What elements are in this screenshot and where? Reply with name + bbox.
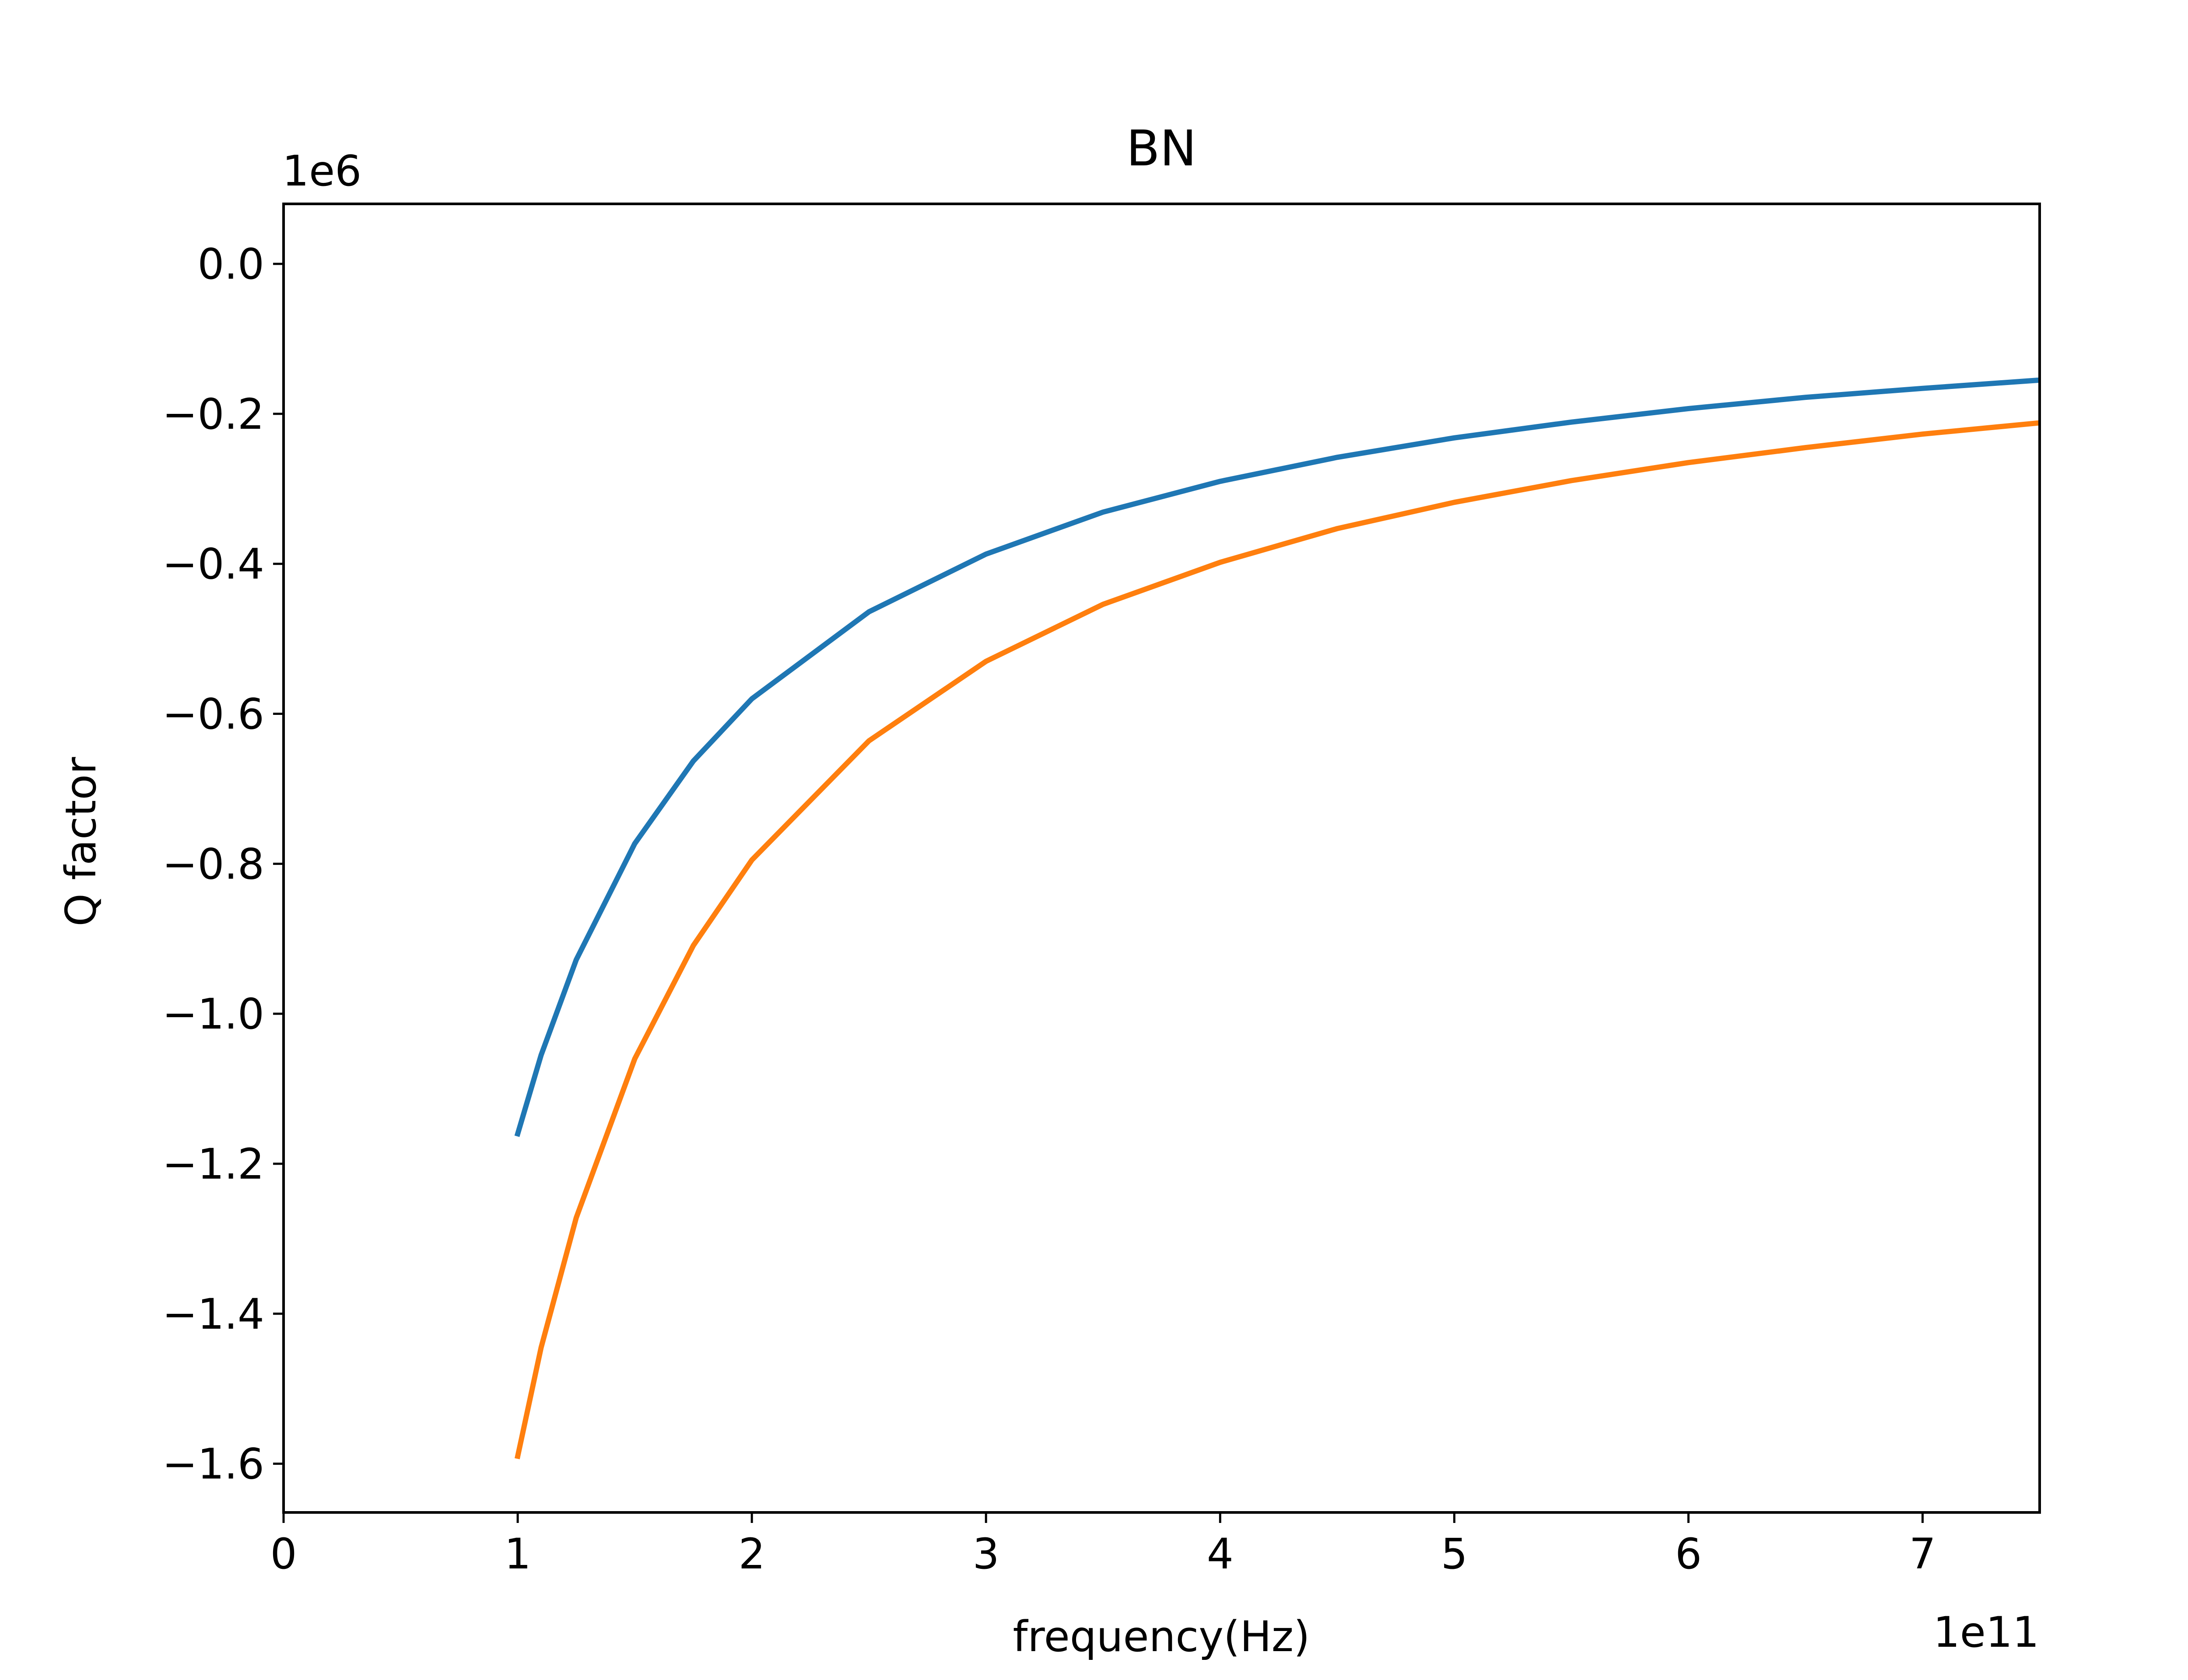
x-tick-label: 1 (505, 1530, 531, 1578)
series-line-2 (514, 420, 2040, 1460)
y-tick-label: −0.4 (162, 540, 264, 589)
plot-area-frame (282, 203, 2041, 1514)
y-tick-label: −0.8 (162, 840, 264, 889)
y-ticks: 0.0 −0.2 −0.4 −0.6 −0.8 −1.0 −1.2 −1.4 −1.6 (162, 240, 284, 1489)
x-tick-label: 6 (1675, 1530, 1702, 1578)
y-offset-label: 1e6 (282, 147, 361, 196)
y-tick-label: −1.4 (162, 1290, 264, 1339)
x-offset-label: 1e11 (1933, 1608, 2039, 1657)
series-line-1 (514, 377, 2040, 1137)
x-ticks: 0 1 2 3 4 5 6 7 (270, 1512, 1936, 1578)
y-tick-label: −0.2 (162, 390, 264, 439)
y-tick-label: −0.6 (162, 690, 264, 739)
x-tick-label: 0 (270, 1530, 297, 1578)
x-tick-label: 4 (1207, 1530, 1234, 1578)
y-tick-label: −1.2 (162, 1140, 264, 1189)
x-tick-label: 3 (973, 1530, 999, 1578)
x-tick-label: 5 (1441, 1530, 1468, 1578)
y-tick-label: 0.0 (197, 240, 264, 289)
x-axis-label: frequency(Hz) (1013, 1612, 1310, 1661)
y-axis-label: Q factor (56, 757, 105, 927)
x-tick-label: 7 (1909, 1530, 1936, 1578)
series-layer (514, 377, 2040, 1460)
chart-title: BN (1126, 120, 1197, 177)
x-tick-label: 2 (739, 1530, 765, 1578)
y-tick-label: −1.0 (162, 990, 264, 1039)
y-tick-label: −1.6 (162, 1440, 264, 1489)
